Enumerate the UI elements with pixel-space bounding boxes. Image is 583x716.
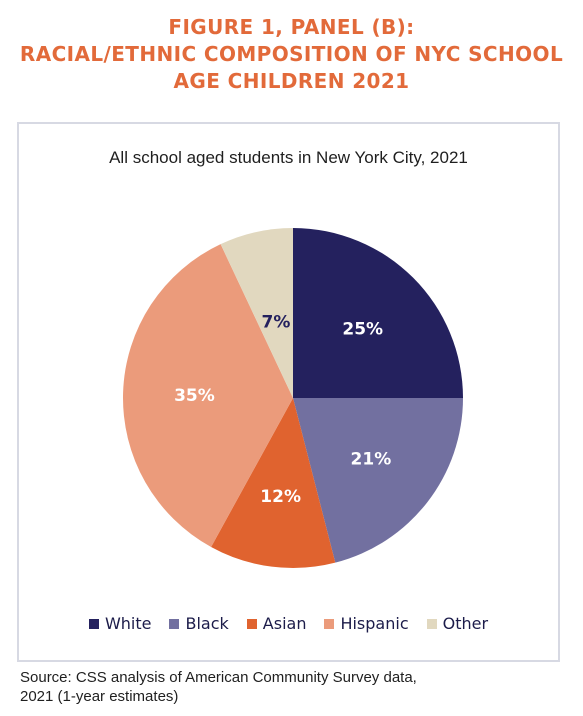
chart-legend: White Black Asian Hispanic Other (19, 614, 558, 633)
pie-slice-asian (211, 398, 336, 568)
legend-swatch-hispanic (324, 618, 335, 629)
figure-title-line-3: AGE CHILDREN 2021 (173, 69, 410, 93)
legend-label-other: Other (442, 614, 489, 633)
pie-label-asian: 12% (260, 487, 301, 507)
legend-swatch-asian (246, 618, 257, 629)
legend-swatch-other (426, 618, 437, 629)
pie-label-black: 21% (351, 449, 392, 469)
legend-swatch-white (88, 618, 99, 629)
pie-slice-other (220, 228, 293, 398)
figure-title: FIGURE 1, PANEL (B): RACIAL/ETHNIC COMPO… (0, 14, 583, 95)
pie-chart: 25% 21% 12% 35% 7% (123, 228, 463, 568)
pie-slice-black (293, 398, 463, 563)
chart-title: All school aged students in New York Cit… (109, 148, 468, 167)
legend-label-black: Black (185, 614, 229, 633)
chart-panel: All school aged students in New York Cit… (17, 122, 560, 662)
pie-slice-white (293, 228, 463, 398)
figure-title-line-2: RACIAL/ETHNIC COMPOSITION OF NYC SCHOOL (19, 42, 564, 66)
legend-label-asian: Asian (262, 614, 307, 633)
legend-item-hispanic: Hispanic (324, 614, 409, 633)
pie-label-hispanic: 35% (174, 386, 215, 406)
pie-label-other: 7% (262, 313, 291, 333)
legend-item-asian: Asian (246, 614, 307, 633)
legend-item-black: Black (169, 614, 229, 633)
legend-swatch-black (169, 618, 180, 629)
source-line-2: 2021 (1-year estimates) (20, 688, 179, 705)
legend-label-white: White (104, 614, 152, 633)
pie-label-white: 25% (342, 319, 383, 339)
legend-item-white: White (88, 614, 152, 633)
legend-item-other: Other (426, 614, 489, 633)
figure-title-line-1: FIGURE 1, PANEL (B): (168, 15, 415, 39)
source-note: Source: CSS analysis of American Communi… (20, 668, 580, 706)
source-line-1: Source: CSS analysis of American Communi… (20, 669, 417, 686)
pie-slice-hispanic (123, 244, 293, 547)
legend-label-hispanic: Hispanic (340, 614, 409, 633)
